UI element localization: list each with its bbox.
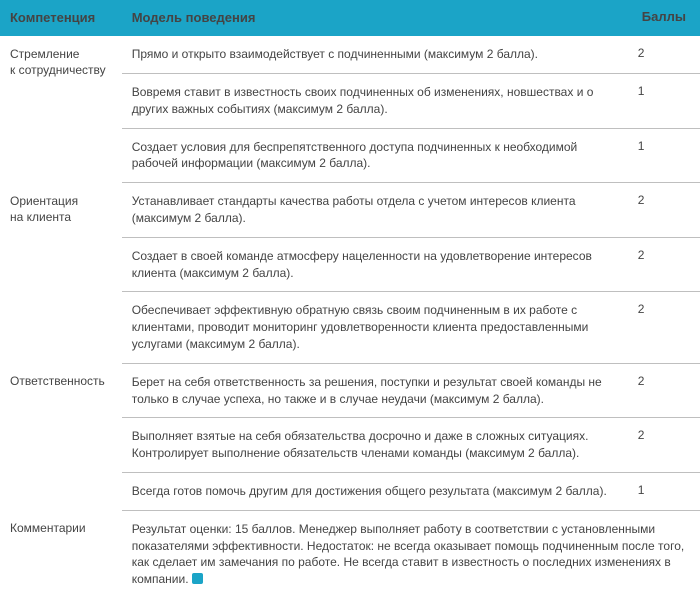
- behavior-text: Берет на себя ответственность за решения…: [122, 363, 632, 418]
- comments-text: Результат оценки: 15 баллов. Менеджер вы…: [132, 522, 685, 586]
- behavior-score: 2: [632, 292, 700, 363]
- comment-icon: [192, 573, 203, 584]
- competency-table: Компетенция Модель поведения Баллы Стрем…: [0, 0, 700, 598]
- behavior-text: Прямо и открыто взаимодействует с подчин…: [122, 36, 632, 73]
- competency-cell: Ответственность: [0, 363, 122, 510]
- competency-line2: к сотрудничеству: [10, 63, 106, 77]
- behavior-text: Выполняет взятые на себя обязательства д…: [122, 418, 632, 473]
- behavior-score: 2: [632, 183, 700, 238]
- header-competency: Компетенция: [0, 0, 122, 36]
- behavior-score: 1: [632, 128, 700, 183]
- competency-line2: на клиента: [10, 210, 71, 224]
- table-row: Ответственность Берет на себя ответствен…: [0, 363, 700, 418]
- behavior-score: 1: [632, 73, 700, 128]
- behavior-score: 1: [632, 472, 700, 510]
- table-header-row: Компетенция Модель поведения Баллы: [0, 0, 700, 36]
- behavior-score: 2: [632, 363, 700, 418]
- behavior-text: Всегда готов помочь другим для достижени…: [122, 472, 632, 510]
- comments-row: Комментарии Результат оценки: 15 баллов.…: [0, 510, 700, 598]
- behavior-score: 2: [632, 418, 700, 473]
- behavior-score: 2: [632, 237, 700, 292]
- header-model: Модель поведения: [122, 0, 632, 36]
- header-score: Баллы: [632, 0, 700, 36]
- behavior-text: Вовремя ставит в известность своих подчи…: [122, 73, 632, 128]
- table-row: Ориентация на клиента Устанавливает стан…: [0, 183, 700, 238]
- comments-label: Комментарии: [0, 510, 122, 598]
- competency-cell: Стремление к сотрудничеству: [0, 36, 122, 182]
- behavior-text: Создает условия для беспрепятственного д…: [122, 128, 632, 183]
- comments-cell: Результат оценки: 15 баллов. Менеджер вы…: [122, 510, 700, 598]
- competency-cell: Ориентация на клиента: [0, 183, 122, 364]
- behavior-text: Создает в своей команде атмосферу нацеле…: [122, 237, 632, 292]
- competency-line1: Ответственность: [10, 374, 105, 388]
- behavior-text: Устанавливает стандарты качества работы …: [122, 183, 632, 238]
- table-row: Стремление к сотрудничеству Прямо и откр…: [0, 36, 700, 73]
- behavior-score: 2: [632, 36, 700, 73]
- behavior-text: Обеспечивает эффективную обратную связь …: [122, 292, 632, 363]
- competency-line1: Стремление: [10, 47, 79, 61]
- competency-line1: Ориентация: [10, 194, 78, 208]
